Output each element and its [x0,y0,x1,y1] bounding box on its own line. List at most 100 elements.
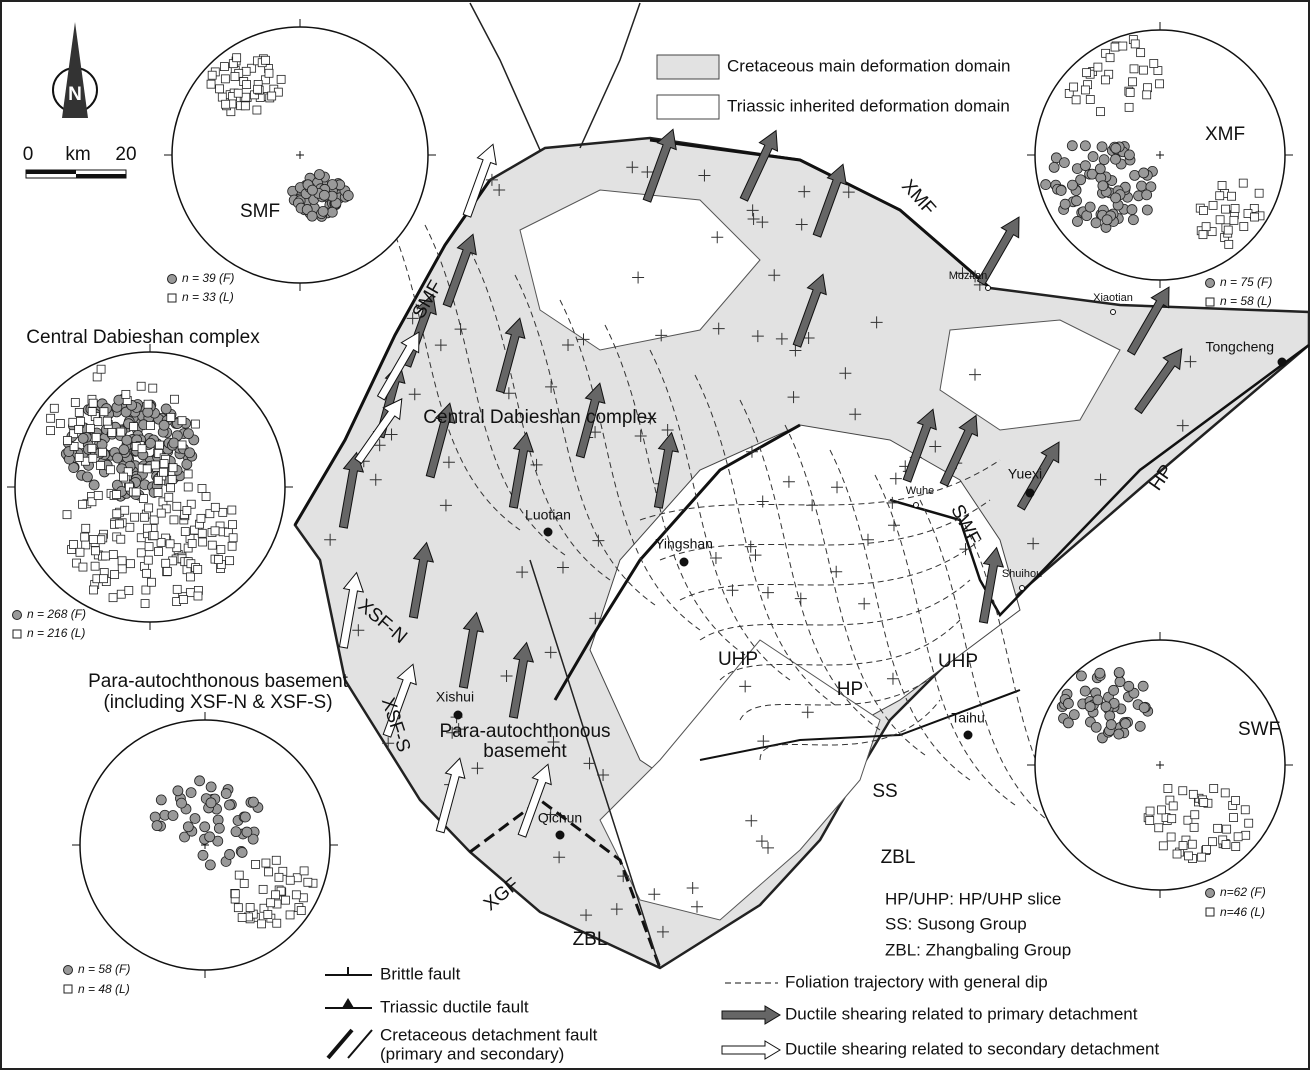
lineation-point [154,476,162,484]
foliation-pole [1063,698,1073,708]
legend-label: Foliation trajectory with general dip [785,972,1048,991]
lineation-point [170,395,178,403]
lineation-point [88,444,96,452]
lineation-point [1199,207,1207,215]
stereonet-count: n = 75 (F) [1220,275,1272,289]
lineation-point [1070,83,1078,91]
lineation-point [1225,240,1233,248]
lineation-point [243,81,251,89]
lineation-point [231,73,239,81]
foliation-pole [200,822,210,832]
foliation-pole [1067,141,1077,151]
lineation-symbol [64,985,72,993]
lineation-point [90,586,98,594]
foliation-pole [183,429,193,439]
lineation-point [165,493,173,501]
lineation-point [89,454,97,462]
unit-label: SS [872,781,897,802]
lineation-point [149,384,157,392]
lineation-point [146,422,154,430]
lineation-symbol [168,294,176,302]
place-marker [454,711,462,719]
lineation-point [1222,205,1230,213]
stereonet-count: n = 216 (L) [27,626,85,640]
lineation-point [106,466,114,474]
lineation-point [132,488,140,496]
foliation-pole [206,782,216,792]
abbreviation: HP/UHP: HP/UHP slice [885,889,1061,908]
place-marker [1020,586,1025,591]
lineation-point [167,484,175,492]
foliation-pole [1127,205,1137,215]
stereonet-count: n = 39 (F) [182,271,234,285]
lineation-point [118,557,126,565]
lineation-point [1190,823,1198,831]
lineation-point [1228,192,1236,200]
lineation-point [228,542,236,550]
lineation-point [142,586,150,594]
lineation-point [71,399,79,407]
lineation-point [216,85,224,93]
foliation-pole [1111,143,1121,153]
lineation-point [145,504,153,512]
lineation-point [246,904,254,912]
foliation-pole [205,832,215,842]
lineation-point [1224,226,1232,234]
lineation-point [97,461,105,469]
lineation-point [147,578,155,586]
foliation-pole [1049,162,1059,172]
place-label: Taihu [951,710,984,726]
scale-bar-fill [76,174,126,178]
lineation-point [170,516,178,524]
lineation-symbol [1206,908,1214,916]
stereonet-title: Central Dabieshan complex [26,327,260,348]
lineation-point [56,420,64,428]
lineation-point [238,914,246,922]
lineation-point [86,424,94,432]
foliation-pole [231,827,241,837]
lineation-point [1200,798,1208,806]
foliation-pole [1072,196,1082,206]
lineation-point [1128,78,1136,86]
foliation-pole [143,407,153,417]
stereonet-title: Para-autochthonous basement [88,671,349,692]
foliation-pole [190,813,200,823]
stereonet-count: n = 33 (L) [182,290,234,304]
lineation-point [184,470,192,478]
lineation-point [1221,789,1229,797]
foliation-pole [1088,152,1098,162]
stereonet-label: SMF [240,201,280,222]
place-label: Yingshan [655,536,713,552]
lineation-point [143,465,151,473]
foliation-pole [145,438,155,448]
foliation-pole [113,453,123,463]
lineation-point [75,425,83,433]
lineation-point [63,511,71,519]
lineation-point [160,460,168,468]
lineation-point [113,491,121,499]
lineation-point [155,548,163,556]
lineation-point [97,536,105,544]
foliation-pole [1138,681,1148,691]
foliation-pole [1095,668,1105,678]
lineation-point [1164,785,1172,793]
lineation-point [265,868,273,876]
foliation-pole [225,849,235,859]
foliation-pole [224,800,234,810]
lineation-point [214,556,222,564]
lineation-point [109,594,117,602]
place-label: Luotian [525,507,571,523]
lineation-point [194,565,202,573]
lineation-point [117,428,125,436]
lineation-point [75,453,83,461]
foliation-pole [319,190,329,200]
stereonet-title: (including XSF-N & XSF-S) [103,692,332,713]
foliation-pole [1109,685,1119,695]
lineation-point [108,428,116,436]
lineation-point [1155,824,1163,832]
stereonet-label: XMF [1205,124,1245,145]
lineation-point [76,548,84,556]
lineation-point [1150,60,1158,68]
lineation-point [272,856,280,864]
lineation-point [265,69,273,77]
